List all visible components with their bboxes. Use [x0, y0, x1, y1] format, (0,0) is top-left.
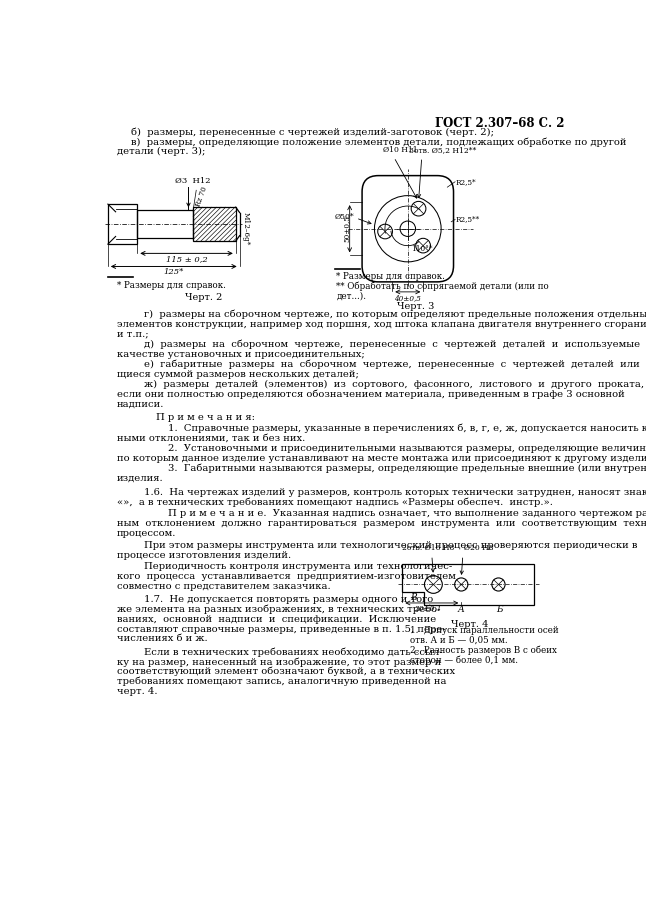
Text: ными отклонениями, так и без них.: ными отклонениями, так и без них.	[117, 434, 306, 442]
Text: е)  габаритные  размеры  на  сборочном  чертеже,  перенесенные  с  чертежей  дет: е) габаритные размеры на сборочном черте…	[144, 360, 646, 370]
Text: П р и м е ч а н и я:: П р и м е ч а н и я:	[156, 413, 255, 422]
Text: и т.п.;: и т.п.;	[117, 330, 149, 339]
Text: Ø50*: Ø50*	[335, 213, 355, 220]
Text: черт. 4.: черт. 4.	[117, 687, 158, 696]
Text: * Размеры для справок.: * Размеры для справок.	[337, 272, 445, 281]
Text: «»,  а в технических требованиях помещают надпись «Размеры обеспеч.  инстр.».: «», а в технических требованиях помещают…	[117, 498, 553, 507]
Text: совместно с представителем заказчика.: совместно с представителем заказчика.	[117, 582, 331, 592]
Text: Черт. 4: Черт. 4	[451, 620, 488, 629]
Text: ж)  размеры  деталей  (элементов)  из  сортового,  фасонного,  листового  и  дру: ж) размеры деталей (элементов) из сортов…	[144, 380, 645, 389]
Text: ным  отклонением  должно  гарантироваться  размером  инструмента  или  соответст: ным отклонением должно гарантироваться р…	[117, 519, 646, 528]
Text: При этом размеры инструмента или технологический процесс проверяются периодическ: При этом размеры инструмента или техноло…	[144, 540, 638, 550]
Text: 125*: 125*	[163, 268, 184, 277]
Text: 3отв. Ø5,2 H12**: 3отв. Ø5,2 H12**	[410, 146, 477, 154]
Text: Периодичность контроля инструмента или технологичес-: Периодичность контроля инструмента или т…	[144, 562, 453, 572]
Text: отв. А и Б — 0,05 мм.: отв. А и Б — 0,05 мм.	[410, 636, 508, 645]
Text: если они полностью определяются обозначением материала, приведенным в графе 3 ос: если они полностью определяются обозначе…	[117, 390, 625, 400]
Text: В: В	[410, 593, 417, 602]
Text: R2,5*: R2,5*	[456, 178, 477, 185]
Text: 2.  Установочными и присоединительными называются размеры, определяющие величины: 2. Установочными и присоединительными на…	[167, 444, 646, 453]
Text: ** Обработать по сопрягаемой детали (или по: ** Обработать по сопрягаемой детали (или…	[337, 282, 549, 291]
Text: 1.7.  Не допускается повторять размеры одного и того: 1.7. Не допускается повторять размеры од…	[144, 595, 433, 604]
Text: Черт. 3: Черт. 3	[397, 302, 434, 311]
Text: 2.  Разность размеров В с обеих: 2. Разность размеров В с обеих	[410, 645, 557, 656]
Text: 3.  Габаритными называются размеры, определяющие предельные внешние (или внутрен: 3. Габаритными называются размеры, опред…	[167, 464, 646, 474]
Text: 50±0,5: 50±0,5	[342, 215, 351, 242]
Text: 2отв. Ø16 H8    Ø20 H8: 2отв. Ø16 H8 Ø20 H8	[402, 544, 494, 552]
Text: ГОСТ 2.307–68 С. 2: ГОСТ 2.307–68 С. 2	[435, 117, 565, 131]
Text: * Размеры для справок.: * Размеры для справок.	[117, 281, 226, 290]
Text: требованиях помещают запись, аналогичную приведенной на: требованиях помещают запись, аналогичную…	[117, 677, 446, 687]
Text: же элемента на разных изображениях, в технических требо-: же элемента на разных изображениях, в те…	[117, 604, 441, 614]
Text: процессе изготовления изделий.: процессе изготовления изделий.	[117, 551, 291, 560]
Text: 1.  Справочные размеры, указанные в перечислениях б, в, г, е, ж, допускается нан: 1. Справочные размеры, указанные в переч…	[167, 424, 646, 433]
Text: R2,5**: R2,5**	[456, 215, 480, 224]
Text: составляют справочные размеры, приведенные в п. 1.5, пере-: составляют справочные размеры, приведенн…	[117, 624, 446, 634]
Text: П р и м е ч а н и е.  Указанная надпись означает, что выполнение заданного черте: П р и м е ч а н и е. Указанная надпись о…	[167, 509, 646, 519]
Text: 115 ± 0,2: 115 ± 0,2	[165, 256, 207, 263]
Text: 40±0,5: 40±0,5	[394, 294, 421, 302]
Text: Если в технических требованиях необходимо дать ссыл-: Если в технических требованиях необходим…	[144, 647, 443, 656]
Text: процессом.: процессом.	[117, 529, 176, 538]
Text: щиеся суммой размеров нескольких деталей;: щиеся суммой размеров нескольких деталей…	[117, 370, 359, 379]
Text: изделия.: изделия.	[117, 474, 164, 483]
Text: А: А	[457, 605, 464, 614]
Text: дет...).: дет...).	[337, 291, 366, 300]
Text: Черт. 2: Черт. 2	[185, 293, 222, 302]
Text: д)  размеры  на  сборочном  чертеже,  перенесенные  с  чертежей  деталей  и  исп: д) размеры на сборочном чертеже, перенес…	[144, 340, 646, 349]
Text: надписи.: надписи.	[117, 400, 165, 409]
Text: в)  размеры, определяющие положение элементов детали, подлежащих обработке по др: в) размеры, определяющие положение элеме…	[131, 138, 627, 147]
Text: числениях б и ж.: числениях б и ж.	[117, 635, 208, 644]
Text: Ø10 H11: Ø10 H11	[383, 146, 417, 154]
Text: ваниях,  основной  надписи  и  спецификации.  Исключение: ваниях, основной надписи и спецификации.…	[117, 614, 437, 624]
Text: M12–6g*: M12–6g*	[242, 212, 250, 246]
Text: б)  размеры, перенесенные с чертежей изделий-заготовок (черт. 2);: б) размеры, перенесенные с чертежей изде…	[131, 128, 494, 137]
Text: Ø3  H12: Ø3 H12	[174, 177, 210, 184]
Text: соответствующий элемент обозначают буквой, а в технических: соответствующий элемент обозначают букво…	[117, 666, 455, 677]
Text: детали (черт. 3);: детали (черт. 3);	[117, 147, 205, 156]
Text: 20±0,1: 20±0,1	[414, 604, 442, 613]
Text: Б: Б	[496, 605, 503, 614]
Text: 110°*: 110°*	[411, 245, 432, 253]
Text: по которым данное изделие устанавливают на месте монтажа или присоединяют к друг: по которым данное изделие устанавливают …	[117, 454, 646, 463]
Text: элементов конструкции, например ход поршня, ход штока клапана двигателя внутренн: элементов конструкции, например ход порш…	[117, 320, 646, 329]
Text: г)  размеры на сборочном чертеже, по которым определяют предельные положения отд: г) размеры на сборочном чертеже, по кото…	[144, 310, 646, 320]
Text: качестве установочных и присоединительных;: качестве установочных и присоединительны…	[117, 350, 365, 359]
Text: кого  процесса  устанавливается  предприятием-изготовителем: кого процесса устанавливается предприяти…	[117, 572, 456, 582]
Text: 1.  Допуск параллельности осей: 1. Допуск параллельности осей	[410, 626, 559, 635]
Text: Rz 70: Rz 70	[194, 185, 209, 208]
Text: 1.6.  На чертежах изделий у размеров, контроль которых технически затруднен, нан: 1.6. На чертежах изделий у размеров, кон…	[144, 488, 646, 497]
Text: ку на размер, нанесенный на изображение, то этот размер и: ку на размер, нанесенный на изображение,…	[117, 657, 441, 666]
Text: сторон — более 0,1 мм.: сторон — более 0,1 мм.	[410, 656, 518, 666]
